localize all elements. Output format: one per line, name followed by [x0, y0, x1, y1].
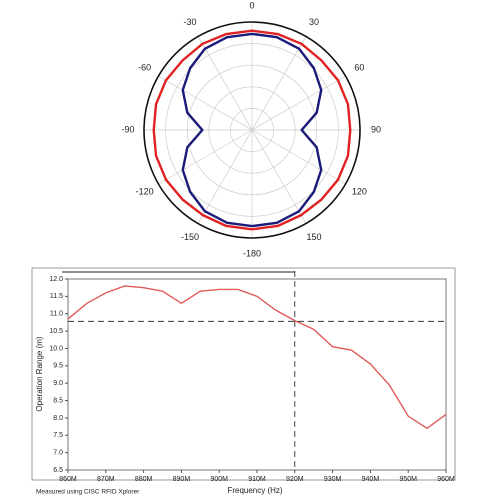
- theta-tick-label: 90: [371, 124, 381, 134]
- x-tick-label: 960M: [437, 476, 455, 483]
- x-axis-label: Frequency (Hz): [227, 486, 282, 495]
- plot-area: [67, 278, 447, 471]
- theta-tick-label: -90: [121, 124, 134, 134]
- theta-tick-label: 120: [352, 186, 367, 196]
- footnote: Measured using CISC RFID Xplorer: [36, 489, 140, 496]
- x-tick-label: 910M: [248, 476, 266, 483]
- spoke: [251, 75, 346, 131]
- y-tick-label: 12.0: [49, 276, 63, 283]
- y-tick-label: 11.5: [50, 293, 63, 300]
- x-tick-label: 950M: [399, 476, 417, 483]
- polar-series: [181, 32, 323, 228]
- spoke: [158, 129, 253, 185]
- y-tick-label: 8.5: [53, 397, 63, 404]
- spoke: [251, 36, 307, 131]
- y-tick-label: 8.0: [53, 415, 63, 422]
- x-tick-label: 890M: [173, 476, 191, 483]
- spoke: [197, 129, 253, 224]
- y-tick-label: 9.5: [53, 363, 63, 370]
- ring: [186, 64, 318, 196]
- x-tick-label: 880M: [135, 476, 153, 483]
- x-tick-label: 940M: [362, 476, 380, 483]
- spoke: [251, 129, 307, 224]
- y-tick-label: 7.0: [53, 449, 63, 456]
- chart-frame: [31, 267, 456, 481]
- theta-tick-label: -60: [138, 62, 151, 72]
- theta-tick-label: -150: [181, 232, 199, 242]
- theta-tick-label: 0: [249, 0, 254, 10]
- y-tick-label: 11.0: [50, 311, 63, 318]
- theta-tick-label: -120: [136, 186, 154, 196]
- y-tick-label: 10.5: [49, 328, 63, 335]
- polar-frame: [143, 21, 361, 239]
- spoke: [158, 75, 253, 131]
- theta-tick-label: 60: [354, 62, 364, 72]
- spoke: [251, 129, 346, 185]
- ring: [165, 43, 339, 217]
- polar-series: [152, 29, 352, 231]
- y-axis-label: Operation Range (m): [35, 336, 44, 411]
- theta-tick-label: 150: [306, 232, 321, 242]
- x-tick-label: 930M: [324, 476, 342, 483]
- theta-tick-label: -180: [243, 248, 261, 258]
- ring: [208, 86, 296, 174]
- spoke: [197, 36, 253, 131]
- ring: [230, 108, 274, 152]
- y-tick-label: 6.5: [53, 467, 63, 474]
- theta-tick-label: 30: [309, 17, 319, 27]
- y-tick-label: 7.5: [53, 432, 63, 439]
- theta-tick-label: -30: [183, 17, 196, 27]
- line-series: [67, 285, 447, 430]
- x-tick-label: 900M: [210, 476, 228, 483]
- y-tick-label: 9.0: [53, 380, 63, 387]
- x-tick-label: 920M: [286, 476, 304, 483]
- x-tick-label: 870M: [97, 476, 115, 483]
- y-tick-label: 10.0: [49, 345, 63, 352]
- x-tick-label: 860M: [59, 476, 77, 483]
